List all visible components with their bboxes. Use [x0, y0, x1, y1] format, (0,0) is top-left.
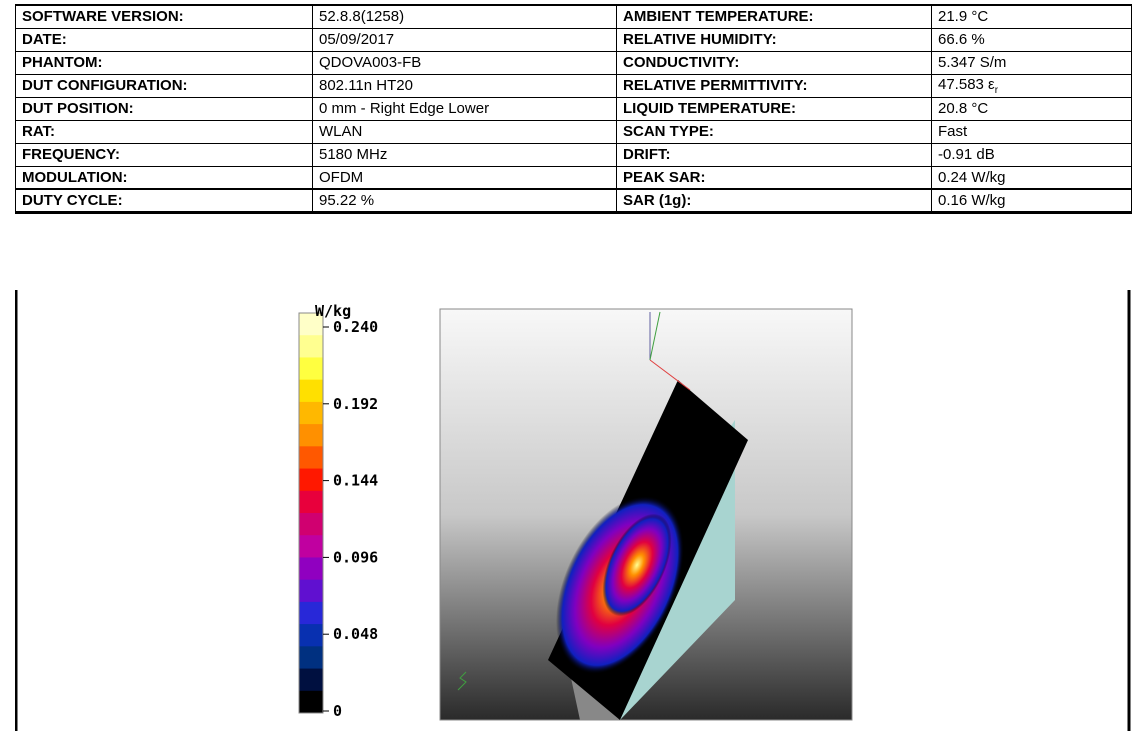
colorbar-swatch [299, 535, 323, 558]
value-cell: 5180 MHz [312, 142, 617, 167]
value-cell: 47.583 εr [931, 73, 1132, 98]
value-cell: 0.16 W/kg [931, 188, 1132, 214]
table-row: RAT: WLAN SCAN TYPE: Fast [15, 119, 1132, 144]
value-cell: 5.347 S/m [931, 50, 1132, 75]
value-cell: QDOVA003-FB [312, 50, 617, 75]
colorbar-swatch [299, 624, 323, 647]
colorbar-label: 0.144 [333, 472, 378, 490]
colorbar-swatch [299, 690, 323, 714]
colorbar-swatch [299, 357, 323, 381]
value-cell: 66.6 % [931, 27, 1132, 52]
colorbar-label: 0.240 [333, 318, 378, 336]
colorbar-label: 0.048 [333, 625, 378, 643]
label-cell: RELATIVE HUMIDITY: [616, 27, 932, 52]
sar-figure: W/kg0.240 0.192 0.144 0.096 0.048 0 [15, 290, 1131, 731]
value-cell: 21.9 °C [931, 4, 1132, 29]
label-cell: PEAK SAR: [616, 165, 932, 190]
value-cell: 05/09/2017 [312, 27, 617, 52]
value-cell: 802.11n HT20 [312, 73, 617, 98]
label-cell: DUTY CYCLE: [15, 188, 313, 214]
label-cell: CONDUCTIVITY: [616, 50, 932, 75]
value-cell: 52.8.8(1258) [312, 4, 617, 29]
colorbar-label: 0.192 [333, 395, 378, 413]
table-row: DUTY CYCLE: 95.22 % SAR (1g): 0.16 W/kg [15, 188, 1132, 214]
table-row: FREQUENCY: 5180 MHz DRIFT: -0.91 dB [15, 142, 1132, 167]
colorbar-swatch [299, 601, 323, 625]
colorbar-swatch [299, 557, 323, 581]
label-cell: RELATIVE PERMITTIVITY: [616, 73, 932, 98]
colorbar-swatch [299, 313, 323, 336]
table-row: PHANTOM: QDOVA003-FB CONDUCTIVITY: 5.347 S/… [15, 50, 1132, 75]
value-cell: 95.22 % [312, 188, 617, 214]
label-cell: SAR (1g): [616, 188, 932, 214]
table-row: DATE: 05/09/2017 RELATIVE HUMIDITY: 66.6 % [15, 27, 1132, 52]
table-row: DUT CONFIGURATION: 802.11n HT20 RELATIVE P… [15, 73, 1132, 98]
colorbar-swatch [299, 335, 323, 358]
colorbar-swatch [299, 424, 323, 447]
colorbar-swatch [299, 446, 323, 470]
colorbar-swatch [299, 513, 323, 536]
colorbar-swatch [299, 668, 323, 692]
label-cell: DUT POSITION: [15, 96, 313, 121]
table-row: SOFTWARE VERSION: 52.8.8(1258) AMBIENT TEM… [15, 4, 1132, 29]
label-cell: SOFTWARE VERSION: [15, 4, 313, 29]
colorbar-swatch [299, 579, 323, 603]
label-cell: PHANTOM: [15, 50, 313, 75]
colorbar-swatch [299, 468, 323, 492]
colorbar-unit: W/kg [315, 302, 351, 320]
colorbar-swatch [299, 490, 323, 514]
colorbar-swatch [299, 646, 323, 670]
cell-text: 47.583 ε [938, 75, 995, 93]
value-cell: Fast [931, 119, 1132, 144]
colorbar: W/kg0.240 0.192 0.144 0.096 0.048 0 [298, 302, 378, 720]
sar-plot [439, 308, 853, 721]
colorbar-label: 0.096 [333, 548, 378, 566]
value-cell: 0.24 W/kg [931, 165, 1132, 190]
label-cell: DRIFT: [616, 142, 932, 167]
colorbar-swatch [299, 401, 323, 425]
colorbar-label: 0 [333, 702, 342, 720]
cell-subscript: r [994, 84, 999, 96]
label-cell: DUT CONFIGURATION: [15, 73, 313, 98]
label-cell: LIQUID TEMPERATURE: [616, 96, 932, 121]
value-cell: WLAN [312, 119, 617, 144]
colorbar-border [298, 312, 324, 714]
info-table: SOFTWARE VERSION: 52.8.8(1258) AMBIENT TEM… [15, 4, 1132, 214]
colorbar-swatch [299, 379, 323, 403]
